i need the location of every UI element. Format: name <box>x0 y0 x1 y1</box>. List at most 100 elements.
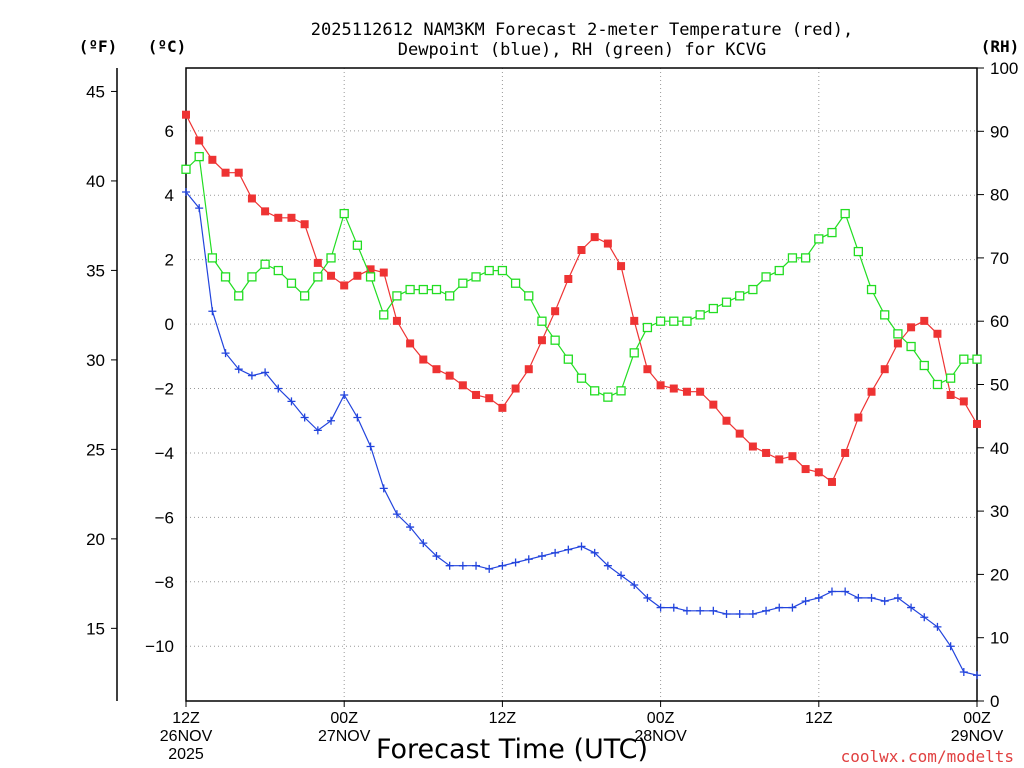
fahrenheit-tick-label: 25 <box>86 440 105 459</box>
x-tick-label: 00Z <box>647 710 675 727</box>
dewpoint-point <box>498 561 507 570</box>
rh-point <box>260 259 270 269</box>
rh-point <box>273 265 283 276</box>
temperature-point <box>366 265 375 274</box>
rh-point <box>906 341 916 352</box>
temperature-point <box>590 233 599 242</box>
temperature-point <box>696 387 705 396</box>
plot-frame <box>185 67 978 702</box>
rh-tick-label: 90 <box>990 122 1009 141</box>
rh-point <box>853 246 863 257</box>
temperature-point <box>485 394 494 403</box>
rh-tick-label: 10 <box>990 629 1009 648</box>
rh-point <box>708 303 718 314</box>
dewpoint-point <box>511 558 520 567</box>
dewpoint-point <box>696 606 705 615</box>
dewpoint-point <box>590 548 599 557</box>
rh-point <box>524 291 534 301</box>
rh-point <box>234 291 244 301</box>
temperature-point <box>524 365 533 374</box>
dewpoint-point <box>379 484 388 493</box>
dewpoint-point <box>551 548 560 557</box>
rh-point <box>748 284 758 295</box>
temperature-point <box>682 387 691 396</box>
dewpoint-point <box>722 610 731 619</box>
temperature-point <box>973 419 981 428</box>
dewpoint-point <box>406 523 415 532</box>
dewpoint-point <box>432 552 441 561</box>
temperature-point <box>208 155 217 164</box>
rh-point <box>787 253 798 263</box>
temperature-point <box>327 271 336 280</box>
series-temperature <box>182 110 981 486</box>
rh-point <box>563 354 573 364</box>
temperature-point <box>854 413 863 422</box>
rh-tick-label: 60 <box>990 312 1009 331</box>
temperature-point <box>920 316 929 325</box>
dewpoint-point <box>867 593 876 602</box>
rh-point <box>471 272 481 282</box>
dewpoint-point <box>669 603 678 612</box>
temperature-point <box>801 465 810 474</box>
temperature-point <box>933 329 942 338</box>
data-series <box>181 110 982 680</box>
dewpoint-point <box>709 606 718 615</box>
temperature-point <box>669 384 678 393</box>
dewpoint-point <box>234 365 243 374</box>
rh-tick-label: 80 <box>990 186 1009 205</box>
temperature-point <box>432 365 441 374</box>
rh-point <box>537 316 547 326</box>
temperature-point <box>867 387 876 396</box>
x-tick-label: 27NOV <box>318 728 371 745</box>
x-tick-label: 00Z <box>330 710 358 727</box>
fahrenheit-tick-label: 45 <box>86 82 105 101</box>
rh-point <box>484 265 494 276</box>
rh-point <box>405 284 415 295</box>
dewpoint-point <box>801 597 810 606</box>
rh-point <box>590 386 600 396</box>
rh-point <box>616 386 626 396</box>
dewpoint-point <box>827 587 836 596</box>
temperature-point <box>379 268 388 277</box>
dewpoint-point <box>933 622 942 631</box>
fahrenheit-tick-label: 35 <box>86 261 105 280</box>
rh-point <box>352 240 363 250</box>
temperature-point <box>907 323 916 332</box>
dewpoint-point <box>854 593 863 602</box>
rh-point <box>326 253 336 263</box>
fahrenheit-unit-label: (ºF) <box>79 37 118 56</box>
dewpoint-point <box>617 571 626 580</box>
rh-point <box>761 272 771 282</box>
temperature-point <box>300 220 309 229</box>
temperature-point <box>406 339 415 348</box>
dewpoint-point <box>841 587 850 596</box>
temperature-point <box>498 403 507 412</box>
temperature-point <box>946 390 955 399</box>
dewpoint-point <box>392 510 401 519</box>
rh-point <box>972 354 982 364</box>
temperature-point <box>827 477 836 486</box>
temperature-point <box>182 110 190 119</box>
temperature-point <box>748 442 757 451</box>
dewpoint-point <box>261 368 270 377</box>
dewpoint-point <box>564 545 573 554</box>
temperature-point <box>762 448 771 457</box>
temperature-point <box>735 429 744 438</box>
temperature-point <box>775 455 784 464</box>
rh-tick-label: 0 <box>990 692 999 711</box>
temperature-point <box>274 213 283 222</box>
celsius-tick-label: 0 <box>165 315 174 334</box>
dewpoint-point <box>524 555 533 564</box>
temperature-point <box>392 316 401 325</box>
rh-point <box>629 348 639 358</box>
rh-point <box>735 291 745 301</box>
x-tick-label: 00Z <box>963 710 991 727</box>
dewpoint-point <box>366 442 375 451</box>
dewpoint-point <box>327 416 336 425</box>
dewpoint-point <box>221 349 230 358</box>
dewpoint-point <box>748 610 757 619</box>
temperature-point <box>287 213 296 222</box>
celsius-tick-label: 6 <box>165 122 174 141</box>
dewpoint-point <box>973 671 981 680</box>
